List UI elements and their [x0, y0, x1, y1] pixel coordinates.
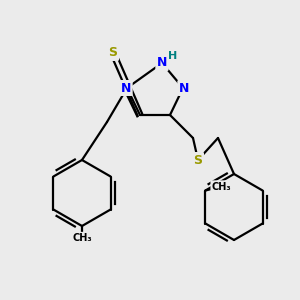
Text: N: N	[157, 56, 167, 70]
Text: CH₃: CH₃	[212, 182, 231, 191]
Text: CH₃: CH₃	[72, 233, 92, 243]
Text: N: N	[121, 82, 131, 94]
Text: H: H	[168, 51, 178, 61]
Text: S: S	[109, 46, 118, 59]
Text: S: S	[194, 154, 202, 166]
Text: N: N	[179, 82, 189, 94]
